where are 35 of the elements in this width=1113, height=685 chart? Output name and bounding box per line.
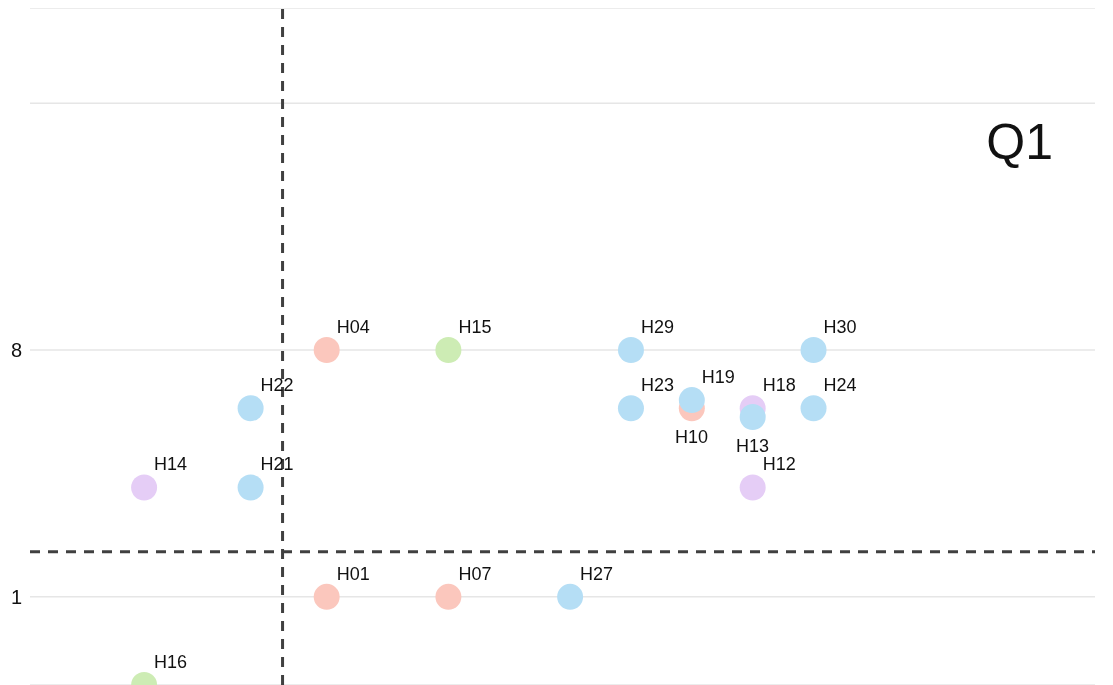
y-tick-label: 1	[10, 585, 22, 608]
data-label: H07	[458, 563, 492, 584]
annotation: Q1	[986, 113, 1053, 171]
data-label: H15	[458, 316, 492, 337]
point	[678, 387, 705, 414]
data-label: H16	[154, 651, 188, 672]
data-label: H13	[735, 435, 769, 456]
point	[800, 395, 827, 422]
point	[313, 337, 340, 364]
point	[617, 395, 644, 422]
point	[800, 337, 827, 364]
data-label: H14	[154, 454, 188, 475]
point	[313, 583, 340, 610]
data-label: H27	[580, 563, 614, 584]
data-label: H19	[701, 366, 735, 387]
data-label: H29	[640, 316, 674, 337]
point	[617, 337, 644, 364]
point	[131, 474, 158, 501]
point	[435, 337, 462, 364]
data-label: H23	[640, 374, 674, 395]
data-label: H12	[762, 454, 796, 475]
data-label: H04	[336, 316, 370, 337]
point	[237, 474, 264, 501]
point	[435, 583, 462, 610]
y-tick-label: 8	[10, 339, 22, 362]
data-label: H30	[823, 316, 857, 337]
point	[557, 583, 584, 610]
point	[237, 395, 264, 422]
data-label: H24	[823, 374, 857, 395]
point	[739, 404, 766, 431]
data-label: H01	[336, 563, 370, 584]
data-label: H10	[675, 426, 709, 447]
data-label: H18	[762, 374, 796, 395]
point	[739, 474, 766, 501]
data-label: H22	[260, 374, 294, 395]
